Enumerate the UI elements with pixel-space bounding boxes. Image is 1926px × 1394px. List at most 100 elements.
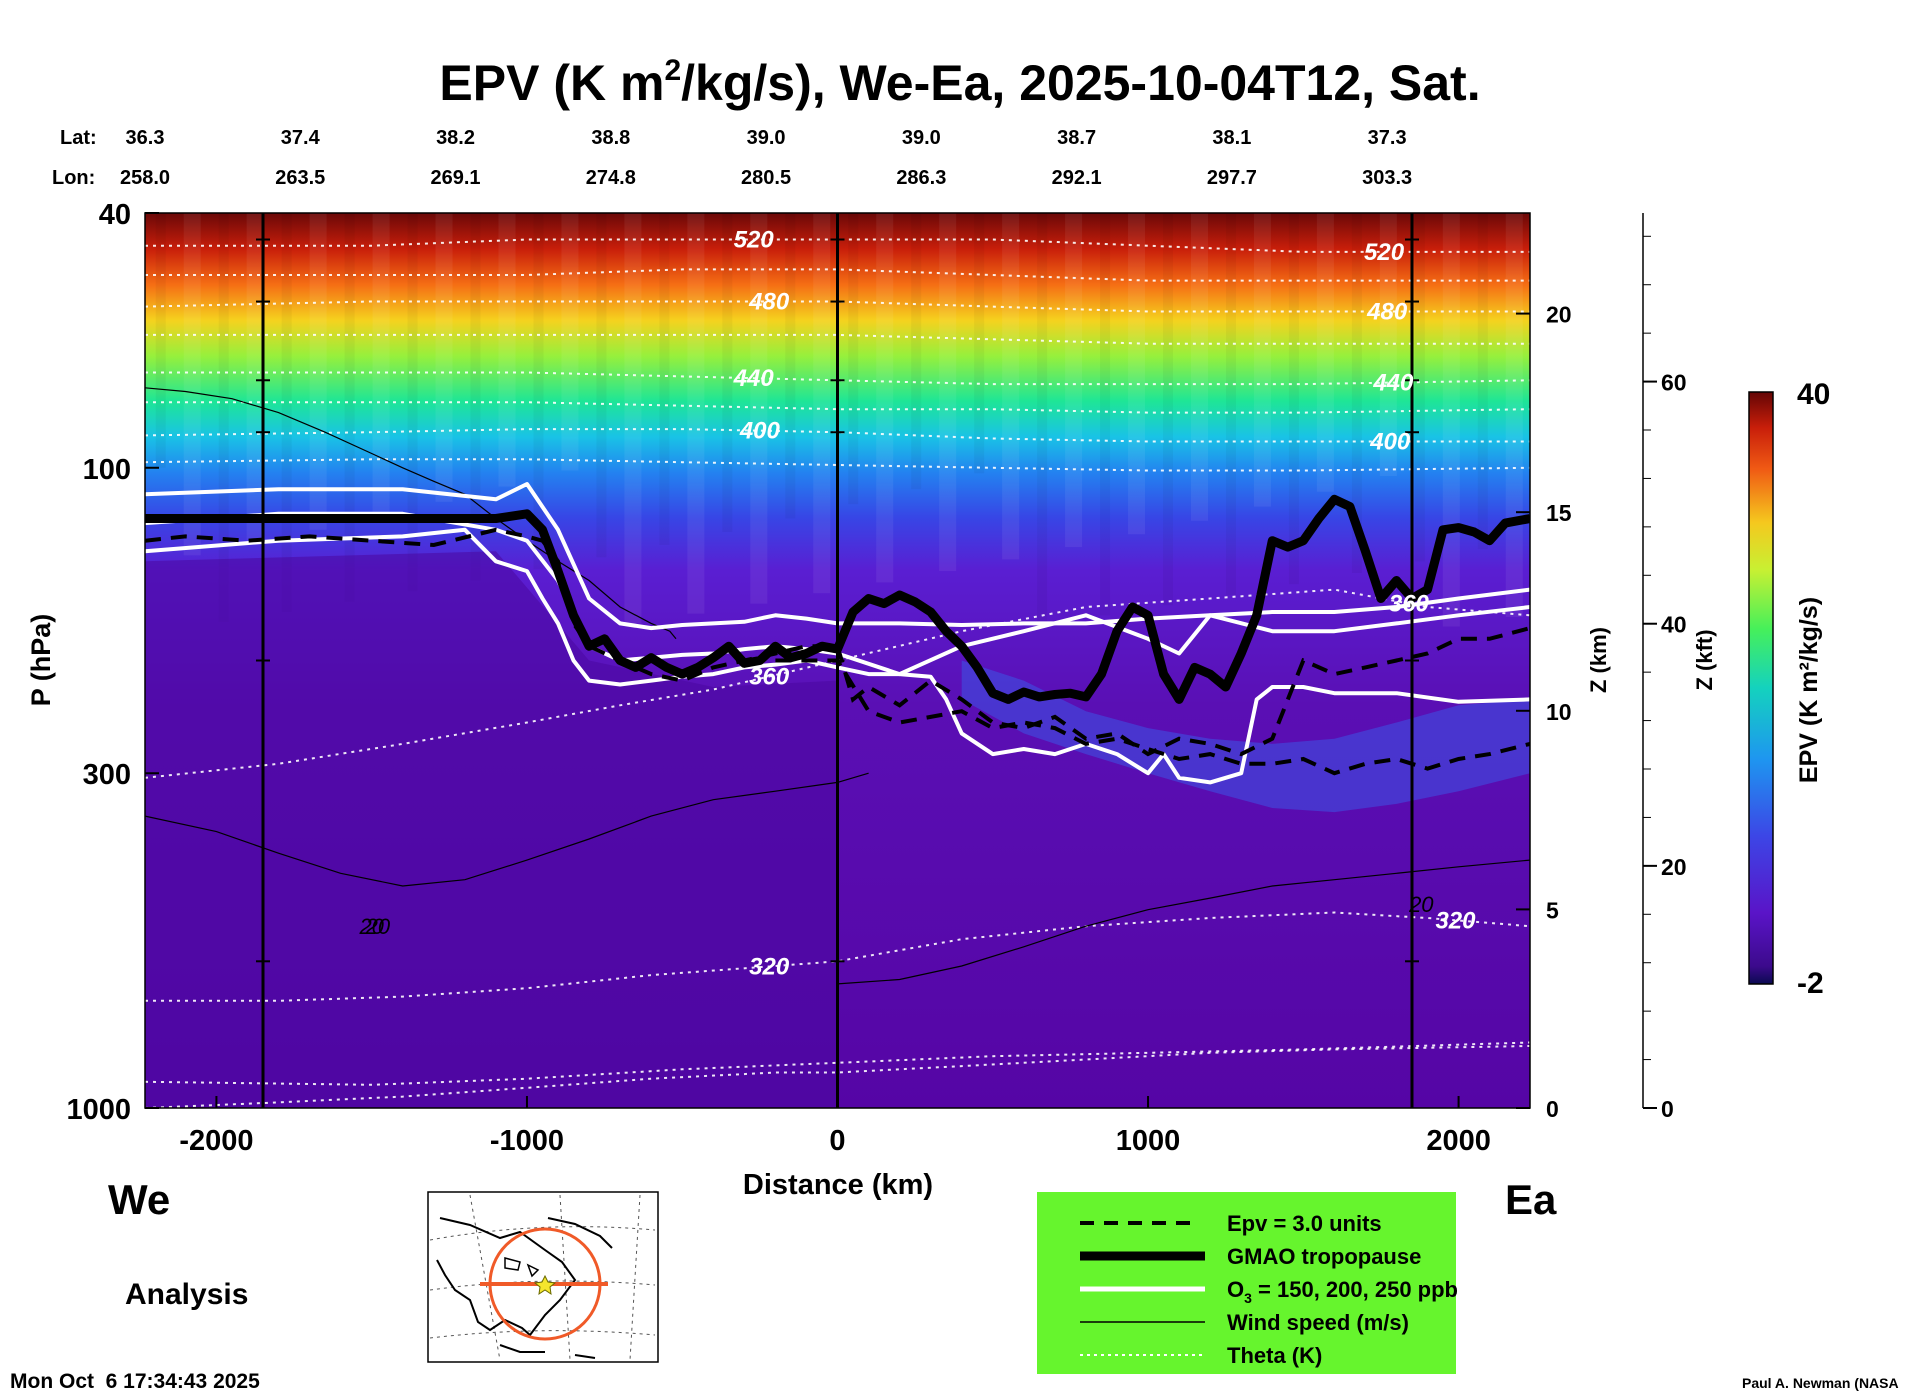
x-tick-label: 1000: [1116, 1125, 1181, 1157]
epv-streak: [309, 213, 327, 530]
lat-lon-row: 36.3 258.0 37.4 263.5 38.2 269.1 38.8 274.8 39.0…: [120, 127, 1412, 189]
epv-enhanced-region: [961, 660, 1530, 813]
epv-streak: [1288, 213, 1299, 585]
wind-line: [837, 859, 1530, 985]
lat-value: 39.0: [902, 127, 941, 149]
epv-streak: [750, 213, 768, 604]
epv-streak: [561, 213, 579, 471]
epv-streak: [813, 213, 831, 594]
epv-streak: [435, 213, 453, 502]
colorbar: [1748, 391, 1774, 985]
epv-streak: [1037, 213, 1048, 625]
theta-label: 480: [748, 289, 790, 316]
legend-epv3: Epv = 3.0 units: [1227, 1211, 1382, 1236]
lat-label: Lat:: [60, 127, 97, 149]
theta-label: 320: [1435, 907, 1476, 934]
theta-line: [145, 238, 1530, 253]
tropopause-line: [145, 494, 1530, 704]
east-label: Ea: [1505, 1176, 1557, 1223]
x-tick-label: -1000: [490, 1125, 564, 1157]
ozone-line: [145, 482, 1530, 631]
timestamp: Mon Oct 6 17:34:43 2025: [10, 1370, 260, 1393]
theta-line: [145, 268, 1530, 282]
x-tick-label: 0: [829, 1125, 845, 1157]
ozone-line: [145, 527, 1530, 785]
epv-low-region: [145, 551, 838, 1108]
coastline: [436, 1217, 613, 1359]
lat-value: 38.1: [1212, 127, 1251, 149]
lat-value: 38.2: [436, 127, 475, 149]
epv-streak: [1065, 213, 1083, 548]
z-kft-axis: 0 20 40 60: [1642, 213, 1687, 1122]
epv-streak: [1128, 213, 1146, 535]
epv-streak: [533, 213, 544, 570]
y-tick-label: 300: [83, 759, 131, 791]
title-rest: /kg/s), We-Ea, 2025-10-04T12, Sat.: [681, 55, 1480, 111]
epv-streak: [1351, 213, 1362, 573]
epv-streak: [1442, 213, 1460, 627]
theta-label: 400: [739, 418, 781, 445]
lon-value: 303.3: [1362, 167, 1412, 189]
y-axis: 40 100 300 1000: [66, 199, 159, 1126]
wind-label: 20: [1408, 892, 1434, 917]
epv-streak: [183, 213, 201, 556]
epv-streak: [498, 213, 516, 487]
epv-streak: [155, 213, 166, 468]
epv-streak: [596, 213, 607, 558]
lon-value: 258.0: [120, 167, 170, 189]
epv-streak: [1414, 213, 1425, 562]
theta-label: 440: [1372, 370, 1414, 397]
west-label: We: [108, 1176, 170, 1223]
colorbar-min: -2: [1797, 967, 1824, 1000]
vertical-markers: [256, 213, 1419, 1108]
legend: Epv = 3.0 units GMAO tropopause O3 = 150…: [1037, 1192, 1458, 1374]
lat-value: 37.4: [281, 127, 321, 149]
title-main: EPV (K m: [439, 55, 664, 111]
epv-streak: [1002, 213, 1020, 560]
theta-label: 520: [1364, 239, 1405, 266]
epv-streak: [1190, 213, 1208, 521]
credit: Paul A. Newman (NASA: [1742, 1375, 1899, 1391]
theta-line: [145, 911, 1530, 1002]
epv-streak: [372, 213, 390, 517]
x-tick-label: -2000: [179, 1125, 253, 1157]
theta-contours: [145, 238, 1530, 1108]
lon-value: 280.5: [741, 167, 791, 189]
coastline-lakes: [504, 1257, 540, 1278]
lon-value: 263.5: [275, 167, 325, 189]
colorbar-max: 40: [1797, 378, 1830, 411]
center-star-icon: [533, 1274, 557, 1296]
theta-label: 480: [1366, 298, 1408, 325]
epv-streak: [1253, 213, 1271, 507]
epv3-contour-lower: [775, 658, 1530, 776]
lon-value: 269.1: [431, 167, 481, 189]
colorbar-label: EPV (K m²/kg/s): [1795, 597, 1823, 783]
z-km-tick-label: 5: [1546, 897, 1559, 923]
epv-streak: [624, 213, 642, 624]
epv-streak: [1163, 213, 1174, 606]
epv-streak: [911, 213, 922, 490]
theta-line: [145, 401, 1530, 414]
title-sup: 2: [664, 54, 681, 87]
theta-line: [145, 371, 1530, 386]
epv-streak: [1316, 213, 1334, 492]
epv-streak: [218, 213, 229, 622]
wind-line: [145, 772, 869, 887]
epv-streak: [1100, 213, 1111, 616]
epv-streak: [1225, 213, 1236, 595]
lon-label: Lon:: [52, 167, 95, 189]
lon-value: 286.3: [896, 167, 946, 189]
epv-streak: [876, 213, 894, 583]
lon-value: 297.7: [1207, 167, 1257, 189]
z-km-tick-label: 0: [1546, 1096, 1559, 1122]
y-tick-label: 1000: [66, 1094, 131, 1126]
theta-label: 320: [749, 953, 790, 980]
z-kft-label: Z (kft): [1692, 629, 1717, 690]
theta-line: [145, 333, 1530, 345]
theta-label: 360: [1389, 591, 1430, 618]
z-km-tick-label: 10: [1546, 699, 1572, 725]
theta-label: 440: [733, 365, 775, 392]
